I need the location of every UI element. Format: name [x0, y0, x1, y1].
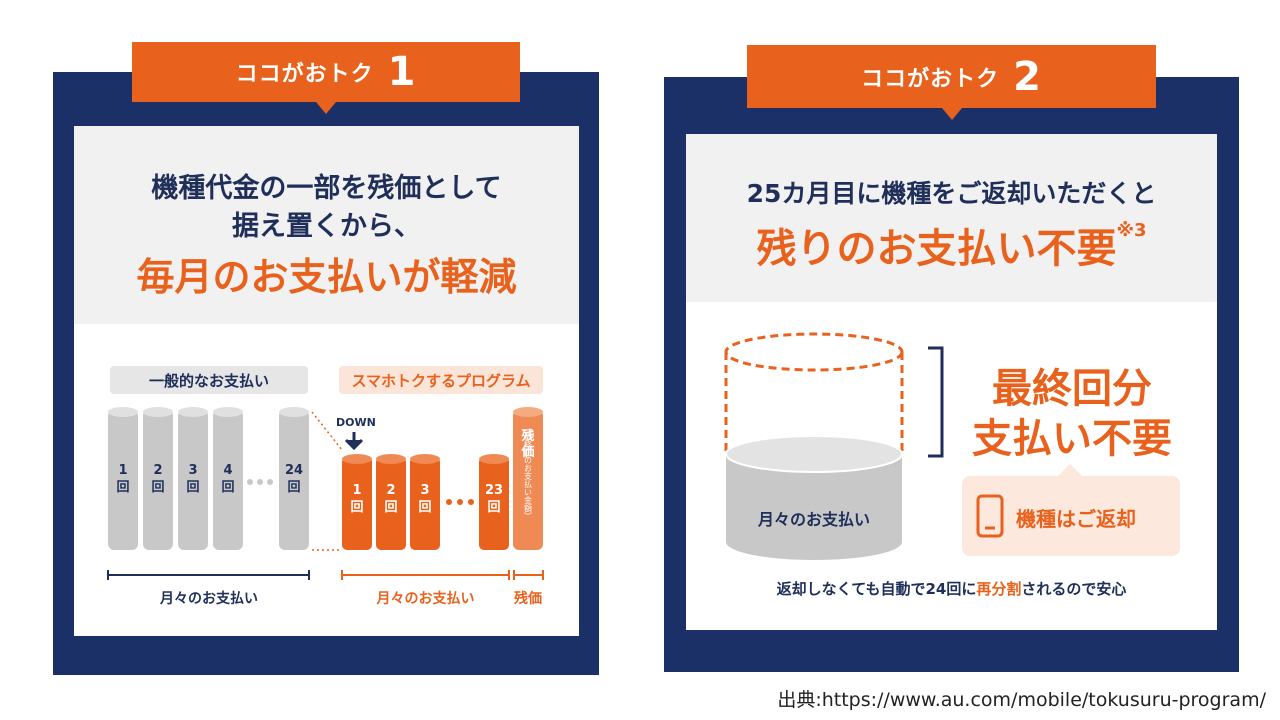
left-tab-number: 1: [387, 49, 417, 95]
right-tab-number: 2: [1013, 53, 1042, 100]
left-tab-pointer: [316, 102, 336, 114]
normal-ellipsis-dots: [247, 479, 273, 485]
normal-col-1-num: 1: [118, 463, 127, 478]
normal-col-4-num: 4: [223, 463, 232, 478]
normal-cylinder-2: [143, 410, 173, 550]
program-label: スマホトクするプログラム: [339, 366, 543, 394]
normal-monthly-label: 月々のお支払い: [160, 591, 258, 607]
final-line1: 最終回分: [992, 366, 1152, 412]
residual-cylinder: [513, 410, 543, 550]
program-cylinder-3: [410, 457, 440, 550]
svg-text:回: 回: [384, 500, 397, 515]
svg-text:3: 3: [420, 483, 429, 498]
svg-text:回: 回: [418, 500, 431, 515]
svg-text:回: 回: [221, 480, 234, 495]
footer-highlight: 再分割: [976, 580, 1022, 598]
normal-cylinder-1: [108, 410, 138, 550]
svg-text:回: 回: [287, 480, 300, 495]
left-highlight: 毎月のお支払いが軽減: [136, 255, 517, 299]
svg-text:23: 23: [485, 483, 503, 498]
final-line2: 支払い不要: [972, 416, 1172, 462]
residual-dashed-top: [724, 332, 904, 372]
right-tab-pointer: [942, 108, 962, 120]
footnote-mark: ※3: [1116, 220, 1147, 241]
payment-diagram: 1 回 2 回 3 回 4 回 24 回 DOWN 1 回 2 回: [107, 407, 544, 580]
left-card-header: 機種代金の一部を残価として 据え置くから、 毎月のお支払いが軽減: [74, 126, 579, 324]
residual-bottom-label: 残価: [514, 591, 542, 607]
program-monthly-label: 月々のお支払い: [376, 591, 475, 607]
svg-text:回: 回: [487, 500, 500, 515]
svg-text:回: 回: [350, 500, 363, 515]
svg-text:回: 回: [186, 480, 199, 495]
svg-text:回: 回: [116, 480, 129, 495]
left-card: 機種代金の一部を残価として 据え置くから、 毎月のお支払いが軽減 一般的なお支払…: [74, 126, 579, 636]
return-box: [962, 476, 1180, 556]
svg-text:2: 2: [386, 483, 395, 498]
bracket: [928, 346, 944, 458]
left-title-line1: 機種代金の一部を残価として: [151, 173, 502, 204]
source-citation: 出典:https://www.au.com/mobile/tokusuru-pr…: [777, 689, 1266, 711]
left-tab-label: ココがおトク: [235, 62, 374, 87]
footer-prefix: 返却しなくても自動で24回に: [776, 580, 977, 598]
normal-cylinders: [108, 410, 309, 550]
svg-text:価: 価: [520, 444, 534, 460]
normal-col-24-num: 24: [285, 463, 303, 478]
cylinder-label: 月々のお支払い: [757, 510, 870, 529]
normal-payment-label: 一般的なお支払い: [110, 366, 308, 394]
program-cylinder-1: [342, 457, 372, 550]
residual-label: 残: [521, 428, 534, 444]
normal-cylinder-24: [279, 410, 309, 550]
left-tab: ココがおトク 1: [132, 42, 520, 102]
right-card-header: 25カ月目に機種をご返却いただくと 残りのお支払い不要※3: [686, 134, 1217, 302]
program-ellipsis-dots: [446, 499, 474, 505]
program-cylinder-23: [479, 457, 509, 550]
right-highlight-row: 残りのお支払い不要※3: [686, 216, 1217, 274]
left-title-line2: 据え置くから、: [232, 211, 421, 242]
right-tab-label: ココがおトク: [861, 66, 1000, 92]
residual-sub-label: （最終回のお支払い金額）: [524, 424, 533, 520]
svg-text:1: 1: [352, 483, 361, 498]
monthly-cylinder: [726, 454, 902, 560]
return-box-pointer: [1058, 464, 1082, 476]
cylinder-diagram: [724, 332, 944, 560]
smartphone-icon: [976, 494, 1004, 538]
right-footer: 返却しなくても自動で24回に再分割されるので安心: [686, 578, 1217, 599]
return-label: 機種はご返却: [1016, 507, 1136, 531]
svg-text:回: 回: [151, 480, 164, 495]
right-tab: ココがおトク 2: [747, 45, 1156, 108]
down-label: DOWN: [336, 416, 376, 429]
right-title-line1: 25カ月目に機種をご返却いただくと: [746, 179, 1157, 208]
normal-cylinder-3: [178, 410, 208, 550]
program-cylinder-2: [376, 457, 406, 550]
right-card: 25カ月目に機種をご返却いただくと 残りのお支払い不要※3 月々のお支払い 最終…: [686, 134, 1217, 630]
right-highlight: 残りのお支払い不要: [756, 226, 1117, 272]
normal-col-3-num: 3: [188, 463, 197, 478]
normal-col-2-num: 2: [153, 463, 162, 478]
program-cylinders: [342, 457, 509, 550]
normal-cylinder-4: [213, 410, 243, 550]
footer-suffix: されるので安心: [1021, 580, 1127, 598]
